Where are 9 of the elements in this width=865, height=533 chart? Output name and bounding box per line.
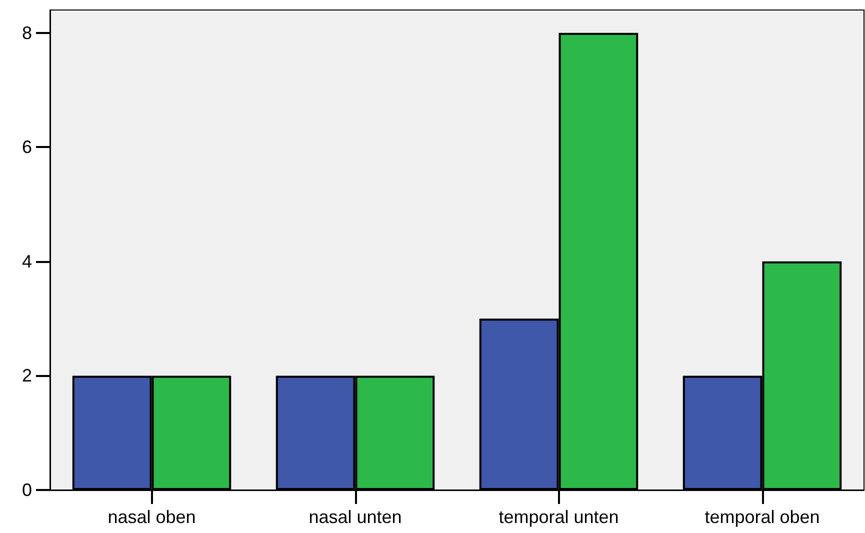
x-tick-label: temporal unten xyxy=(498,507,619,527)
y-tick-label: 2 xyxy=(22,366,32,386)
x-tick-label: nasal unten xyxy=(308,507,402,527)
y-tick-label: 6 xyxy=(22,137,32,158)
y-tick-label: 8 xyxy=(22,22,32,43)
y-tick-label: 0 xyxy=(22,480,32,500)
x-tick-label: temporal oben xyxy=(704,507,820,527)
x-tick-label: nasal oben xyxy=(108,507,196,527)
y-tick-label: 4 xyxy=(22,251,32,272)
